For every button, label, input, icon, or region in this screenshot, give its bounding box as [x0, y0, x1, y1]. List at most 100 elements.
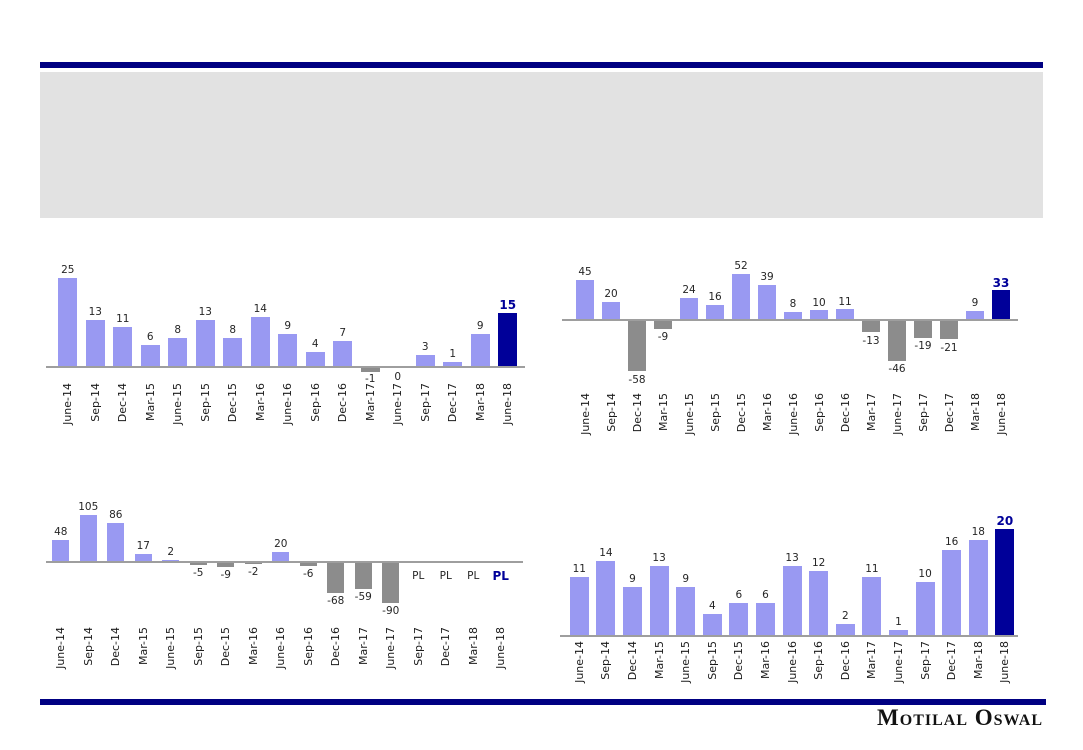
x-axis-label: Mar-16 — [760, 392, 774, 431]
x-axis-label: June-18 — [501, 383, 515, 425]
x-axis-tick: Dec-16 — [322, 627, 350, 685]
x-axis-label: Mar-16 — [246, 626, 260, 665]
bar-value-label: 20 — [996, 514, 1014, 528]
bar-value-label: 14 — [599, 546, 613, 559]
x-axis-label: Mar-15 — [143, 383, 157, 422]
x-axis-tick: Sep-14 — [75, 627, 103, 685]
x-axis-label: June-14 — [54, 626, 68, 669]
bar — [333, 340, 353, 366]
x-axis-tick: Sep-15 — [699, 641, 726, 699]
bar — [415, 354, 435, 366]
x-axis-tick: Dec-15 — [726, 641, 753, 699]
bar — [107, 523, 125, 562]
x-axis-label: June-17 — [391, 383, 405, 425]
bar — [914, 321, 932, 339]
bar-value-label: 8 — [789, 298, 797, 311]
x-axis-label: Dec-14 — [109, 626, 123, 667]
x-axis-tick: Dec-17 — [432, 627, 460, 685]
bar — [758, 285, 776, 320]
x-axis-label: Dec-16 — [838, 392, 852, 432]
bar-value-label: 48 — [54, 526, 68, 539]
bar-value-label: -9 — [220, 569, 231, 582]
bar-value-label: 10 — [812, 296, 826, 309]
x-axis-label: June-17 — [890, 392, 904, 435]
bar-value-label: PL — [439, 570, 452, 583]
bar — [756, 603, 775, 635]
x-axis-tick: June-18 — [988, 393, 1014, 451]
bar — [189, 563, 207, 566]
top-accent-rule — [40, 62, 1043, 68]
bar — [250, 316, 270, 366]
x-axis-tick: June-14 — [47, 627, 75, 685]
x-axis-tick: June-17 — [384, 383, 412, 441]
bar — [810, 310, 828, 320]
footer-accent-rule — [40, 699, 1046, 705]
bar-chart-top-right: 45 June-14 20 Sep-14 -58 Dec-14 -9 Mar-15 24 June… — [562, 252, 1018, 451]
x-axis-label: Mar-17 — [356, 626, 370, 665]
x-axis-tick: June-15 — [164, 383, 192, 441]
x-axis-label: Dec-15 — [734, 392, 748, 432]
x-axis-label: Dec-17 — [942, 392, 956, 432]
bar — [835, 624, 855, 635]
x-axis-label: Dec-14 — [630, 392, 644, 432]
bar-value-label: -2 — [248, 566, 259, 579]
bar-value-label: 9 — [284, 320, 292, 332]
bar-chart-bottom-right: 11 June-14 14 Sep-14 9 Dec-14 13 Mar-15 9 June-15… — [560, 507, 1018, 699]
bar — [676, 587, 696, 635]
bar — [623, 587, 642, 635]
bar-value-label: 13 — [652, 552, 666, 565]
x-axis-label: Sep-15 — [198, 383, 212, 422]
bar-value-label: 6 — [762, 589, 769, 602]
bar — [79, 515, 97, 562]
x-axis-tick: Sep-17 — [412, 383, 440, 441]
bar — [706, 305, 724, 320]
x-axis-tick: June-14 — [572, 393, 598, 451]
bar — [915, 582, 935, 635]
x-axis-tick: Dec-16 — [832, 393, 858, 451]
bar-value-label: 1 — [895, 615, 902, 628]
title-placeholder-box — [40, 72, 1043, 218]
x-axis-tick: June-16 — [780, 393, 806, 451]
bar — [732, 274, 750, 320]
x-axis-label: Dec-14 — [625, 641, 639, 681]
bar-value-label: 105 — [78, 501, 99, 513]
bar-value-label: 11 — [116, 313, 130, 325]
bar — [809, 571, 829, 635]
bar — [217, 563, 235, 568]
x-axis-tick: June-14 — [566, 641, 593, 699]
bar-value-label: 13 — [88, 306, 102, 318]
x-axis-tick: Mar-18 — [460, 627, 488, 685]
bar-value-label: 4 — [708, 599, 716, 612]
bar — [729, 603, 749, 635]
bar-value-label: 18 — [971, 525, 985, 538]
x-axis-label: June-16 — [785, 641, 799, 683]
bar-value-label: -19 — [914, 339, 932, 352]
bar — [58, 277, 78, 366]
x-axis-label: Mar-18 — [473, 383, 487, 422]
x-axis-tick: June-15 — [157, 627, 185, 685]
x-axis-tick: Sep-17 — [910, 393, 936, 451]
bar — [272, 552, 290, 562]
x-axis-label: June-14 — [61, 383, 75, 425]
bar-value-label: 4 — [311, 337, 319, 350]
x-axis-tick: Dec-15 — [728, 393, 754, 451]
x-axis-label: Mar-18 — [466, 626, 480, 665]
x-axis-tick: Mar-17 — [357, 383, 385, 441]
bar — [782, 566, 802, 635]
x-axis-label: Mar-16 — [758, 641, 772, 680]
x-axis-tick: Sep-17 — [405, 627, 433, 685]
bar-value-label: 12 — [812, 557, 826, 570]
bar — [680, 298, 698, 320]
x-axis-tick: Sep-14 — [82, 383, 110, 441]
x-axis-label: Mar-15 — [652, 641, 666, 680]
x-axis-label: June-16 — [281, 383, 295, 425]
x-axis-label: Sep-17 — [411, 626, 425, 666]
bar — [360, 367, 380, 372]
x-axis-tick: Dec-17 — [439, 383, 467, 441]
x-axis-tick: Mar-18 — [467, 383, 495, 441]
x-axis-tick: June-14 — [54, 383, 82, 441]
x-axis-tick: Mar-16 — [240, 627, 268, 685]
x-axis-label: June-18 — [994, 392, 1008, 435]
bar — [85, 319, 105, 366]
